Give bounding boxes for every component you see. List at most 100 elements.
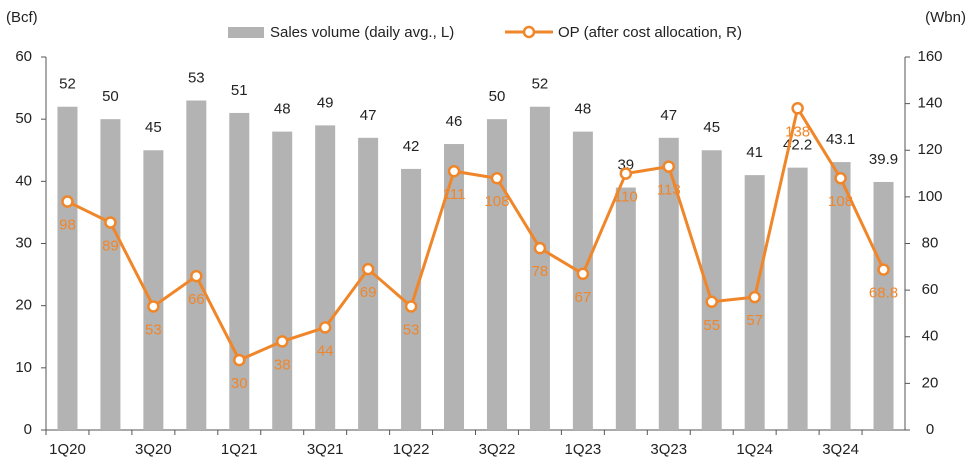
y2-axis-label: (Wbn) <box>925 9 966 26</box>
bar-value-label: 39.9 <box>869 151 898 168</box>
bar-value-label: 46 <box>446 113 463 130</box>
bar <box>572 131 593 430</box>
y-tick-label: 50 <box>15 110 32 127</box>
y2-tick-label: 80 <box>922 234 939 251</box>
bar-value-label: 52 <box>532 76 549 93</box>
bar-value-label: 48 <box>575 101 592 118</box>
legend-label: OP (after cost allocation, R) <box>558 24 742 41</box>
line-value-label: 69 <box>360 284 377 301</box>
y2-tick-label: 120 <box>917 141 942 158</box>
y-tick-label: 40 <box>15 172 32 189</box>
bar-value-label: 47 <box>360 107 377 124</box>
bar <box>486 119 507 431</box>
line-marker <box>61 195 74 208</box>
line-value-label: 138 <box>785 123 810 140</box>
bar <box>401 168 422 430</box>
line-marker <box>318 321 332 334</box>
line-marker <box>104 216 117 229</box>
line-value-label: 44 <box>317 342 334 359</box>
x-tick-label: 3Q22 <box>479 441 516 458</box>
line-value-label: 30 <box>231 375 248 392</box>
x-tick-label: 1Q22 <box>393 441 430 458</box>
y2-tick-label: 160 <box>917 48 942 65</box>
line-value-label: 66 <box>188 291 205 308</box>
bar <box>358 137 379 431</box>
legend-swatch <box>228 27 264 38</box>
line-marker <box>190 269 203 283</box>
line-marker <box>361 262 375 276</box>
line-value-label: 38 <box>274 356 291 373</box>
line-value-label: 57 <box>746 312 763 329</box>
x-tick-label: 3Q24 <box>822 441 859 458</box>
bar-value-label: 51 <box>231 82 248 99</box>
y2-tick-label: 60 <box>922 281 939 298</box>
line-marker <box>705 295 718 309</box>
bar-value-label: 53 <box>188 69 205 86</box>
bar-value-label: 47 <box>660 107 677 124</box>
bar-value-label: 42 <box>403 138 420 155</box>
bar <box>873 181 894 430</box>
y2-tick-label: 0 <box>926 421 934 438</box>
line-value-label: 78 <box>532 263 549 280</box>
x-tick-label: 1Q21 <box>221 441 258 458</box>
bar <box>701 150 722 430</box>
y2-tick-label: 100 <box>917 188 942 205</box>
line-value-label: 113 <box>657 182 681 199</box>
line-value-label: 67 <box>575 289 592 306</box>
bar-value-label: 41 <box>746 144 763 161</box>
bar <box>444 144 465 431</box>
x-tick-label: 1Q20 <box>49 441 86 458</box>
y2-tick-label: 40 <box>922 328 939 345</box>
line-marker <box>490 171 504 185</box>
bar <box>658 137 679 431</box>
bar-value-label: 45 <box>703 119 720 136</box>
x-tick-label: 3Q20 <box>135 441 172 458</box>
bar-value-label: 45 <box>145 119 162 136</box>
line-value-label: 111 <box>443 186 466 203</box>
legend-label: Sales volume (daily avg., L) <box>270 24 454 41</box>
bar <box>143 150 164 430</box>
y2-tick-label: 140 <box>917 95 942 112</box>
bar-value-label: 48 <box>274 101 291 118</box>
line-value-label: 68.8 <box>869 285 898 302</box>
bar <box>830 162 851 431</box>
x-tick-label: 1Q24 <box>736 441 773 458</box>
bar <box>186 100 207 431</box>
x-tick-label: 3Q23 <box>650 441 687 458</box>
line-marker <box>275 335 289 348</box>
line-marker <box>748 290 761 304</box>
bar <box>787 167 808 430</box>
line-value-label: 53 <box>403 321 420 338</box>
y-tick-label: 20 <box>15 297 32 314</box>
y2-tick-label: 20 <box>922 374 939 391</box>
line-value-label: 108 <box>828 193 853 210</box>
line-marker <box>662 160 676 173</box>
line-marker <box>834 171 847 185</box>
bar-value-label: 49 <box>317 94 334 111</box>
line-value-label: 89 <box>102 237 119 254</box>
line-value-label: 110 <box>614 189 638 206</box>
line-marker <box>233 353 246 367</box>
y-tick-label: 0 <box>24 421 32 438</box>
line-marker <box>619 167 633 180</box>
line-value-label: 108 <box>484 193 509 210</box>
x-tick-label: 1Q23 <box>565 441 602 458</box>
x-tick-label: 3Q21 <box>307 441 344 458</box>
line-marker <box>147 300 160 313</box>
bar <box>315 125 336 430</box>
line-marker <box>533 241 547 255</box>
line <box>66 104 885 362</box>
line-marker <box>576 267 590 281</box>
line-marker <box>791 102 804 115</box>
line-marker <box>447 164 461 178</box>
bar <box>100 119 121 431</box>
bar-value-label: 50 <box>489 88 506 105</box>
line-marker <box>877 263 890 276</box>
legend-marker <box>522 25 536 39</box>
y-tick-label: 30 <box>15 234 32 251</box>
line-value-label: 98 <box>59 217 76 234</box>
bar-value-label: 52 <box>59 76 76 93</box>
y-axis-label: (Bcf) <box>6 9 38 26</box>
line-marker <box>404 300 418 313</box>
